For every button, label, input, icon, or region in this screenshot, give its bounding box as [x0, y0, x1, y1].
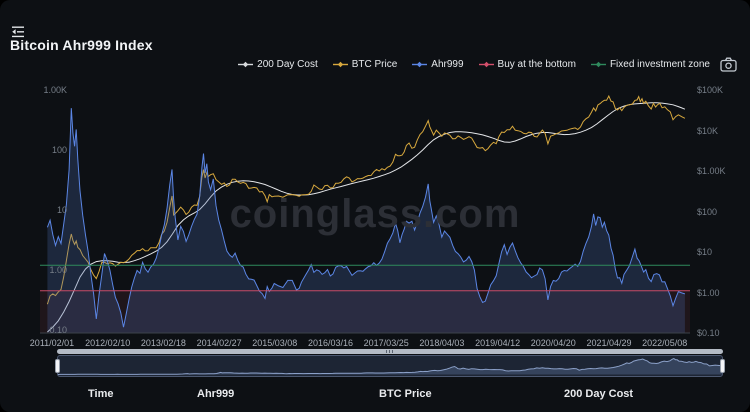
x-axis-date-label: 2017/03/25	[363, 338, 409, 348]
x-axis-date-label: 2018/04/03	[419, 338, 465, 348]
navigator-window[interactable]	[57, 355, 723, 377]
y-left-tick: 1.00	[49, 265, 67, 275]
navigator-mini-area	[58, 358, 722, 375]
x-axis-date-label: 2022/05/08	[642, 338, 688, 348]
x-axis-date-label: 2019/04/12	[475, 338, 521, 348]
screenshot-camera-icon[interactable]	[720, 57, 737, 72]
legend-marker-icon	[332, 61, 348, 68]
legend-label: Fixed investment zone	[609, 59, 710, 70]
chart-legend: 200 Day Cost BTC Price Ahr999 Buy at the bo…	[238, 59, 710, 70]
navigator-scrollbar[interactable]	[57, 349, 723, 354]
y-right-tick: $0.10	[697, 328, 720, 338]
x-axis-date-label: 2020/04/20	[530, 338, 576, 348]
navigator-handle-right[interactable]	[720, 359, 725, 373]
navigator-handle-left[interactable]	[55, 359, 60, 373]
legend-marker-icon	[412, 61, 428, 68]
coinglass-watermark: coinglass.com	[229, 192, 521, 236]
table-header-ahr999: Ahr999	[197, 388, 235, 400]
legend-item-ahr999[interactable]: Ahr999	[412, 59, 464, 70]
legend-label: 200 Day Cost	[257, 59, 318, 70]
x-axis-date-label: 2015/03/08	[252, 338, 298, 348]
legend-label: Ahr999	[431, 59, 464, 70]
legend-item-btc-price[interactable]: BTC Price	[332, 59, 398, 70]
legend-item-fixed-investment-zone[interactable]: Fixed investment zone	[590, 59, 710, 70]
y-right-tick: $10	[697, 247, 713, 257]
y-left-tick: 1.00K	[43, 85, 67, 95]
legend-marker-icon	[590, 61, 606, 68]
page-title: Bitcoin Ahr999 Index	[10, 37, 153, 53]
x-axis-date-label: 2014/02/27	[196, 338, 242, 348]
legend-item-buy-at-the-bottom[interactable]: Buy at the bottom	[478, 59, 576, 70]
collapse-panel-icon[interactable]	[11, 25, 25, 38]
series-line-200-day-cost	[47, 102, 686, 333]
series-line-btc-price	[46, 94, 686, 305]
navigator-mini-line	[58, 358, 722, 375]
data-table-header-row: Time Ahr999 BTC Price 200 Day Cost	[0, 388, 750, 404]
legend-label: BTC Price	[351, 59, 398, 70]
y-right-tick: $10K	[697, 125, 719, 136]
table-header-200-day-cost: 200 Day Cost	[564, 388, 634, 400]
y-right-tick: $1.00	[697, 287, 720, 298]
x-axis-date-label: 2012/02/10	[85, 338, 131, 348]
table-header-time: Time	[88, 388, 114, 400]
legend-marker-icon	[478, 61, 494, 68]
y-left-tick: 10	[56, 205, 67, 215]
x-axis-date-label: 2013/02/18	[140, 338, 186, 348]
y-right-tick: $100K	[697, 85, 724, 95]
y-right-tick: $1.00K	[697, 166, 726, 176]
y-left-tick: 100	[51, 145, 67, 155]
x-axis-date-label: 2016/03/16	[307, 338, 354, 348]
legend-marker-icon	[238, 61, 254, 68]
legend-item-200-day-cost[interactable]: 200 Day Cost	[238, 59, 318, 70]
y-left-tick: 0.10	[49, 325, 67, 335]
legend-label: Buy at the bottom	[497, 59, 576, 70]
x-axis-date-label: 2011/02/01	[29, 338, 75, 348]
x-axis-date-label: 2021/04/29	[586, 338, 632, 348]
y-right-tick: $100	[697, 206, 718, 217]
scrollbar-grip-icon[interactable]	[386, 350, 394, 353]
buy-zone-fill	[40, 290, 690, 333]
table-header-btc-price: BTC Price	[379, 388, 432, 400]
